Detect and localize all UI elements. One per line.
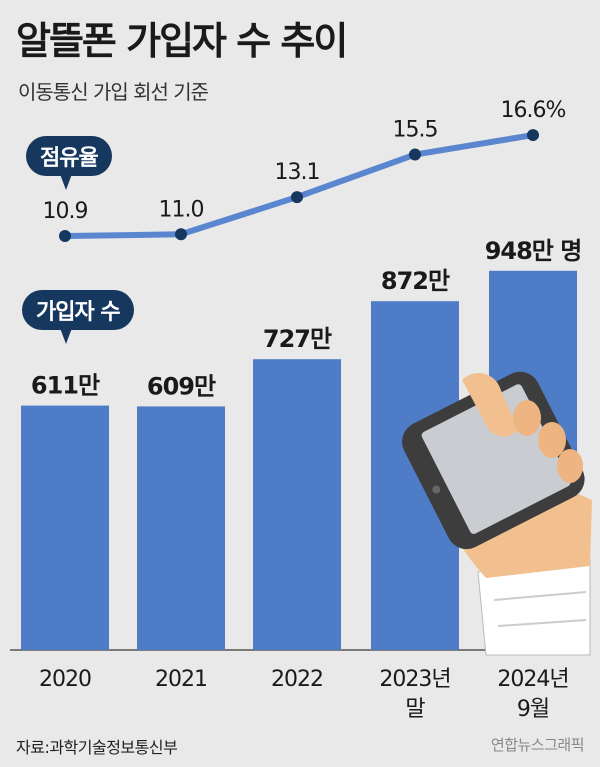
share-value-label: 10.9: [43, 199, 88, 224]
category-tick-label: 2023년: [379, 667, 450, 692]
category-tick-label: 2020: [39, 667, 91, 692]
category-tick-label: 9월: [517, 697, 549, 722]
share-value-label: 13.1: [275, 160, 320, 185]
finger: [557, 449, 583, 483]
share-point: [409, 148, 421, 161]
share-value-label: 15.5: [393, 118, 438, 143]
bar-2022: [253, 359, 341, 650]
finger: [538, 422, 566, 458]
share-line: [64, 132, 534, 240]
bar-value-label: 609만: [147, 372, 216, 400]
source-note: 자료:과학기술정보통신부: [16, 738, 178, 757]
bar-value-label: 872만: [381, 267, 450, 295]
thumb: [462, 373, 518, 437]
finger: [513, 400, 541, 436]
bar-2021: [137, 406, 225, 650]
category-tick-label: 2021: [155, 667, 207, 692]
category-tick-label: 2024년: [497, 667, 568, 692]
bar-2020: [21, 405, 109, 650]
sleeve-fold: [497, 619, 587, 627]
bar-value-label: 611만: [31, 372, 100, 400]
phone-button: [432, 485, 441, 494]
page-title: 알뜰폰 가입자 수 추이: [16, 19, 348, 63]
bar-value-label: 948만 명: [485, 237, 582, 265]
share-point: [527, 129, 539, 142]
sleeve-fold: [493, 591, 587, 601]
share-value-label: 11.0: [159, 197, 204, 222]
hand-phone-illustration: [402, 371, 592, 656]
category-tick-label: 2022: [271, 667, 323, 692]
share-value-label: 16.6%: [501, 98, 566, 123]
subscriber-legend-bubble: 가입자 수: [22, 290, 134, 344]
page-subtitle: 이동통신 가입 회선 기준: [18, 80, 209, 104]
share-point: [291, 191, 303, 204]
graphic-credit: 연합뉴스그래픽: [490, 736, 585, 754]
share-point: [59, 230, 71, 243]
bar-value-label: 727만: [263, 325, 332, 353]
category-tick-label: 말: [405, 697, 425, 722]
share-legend-bubble: 점유율: [26, 136, 112, 190]
share-point: [175, 228, 187, 241]
